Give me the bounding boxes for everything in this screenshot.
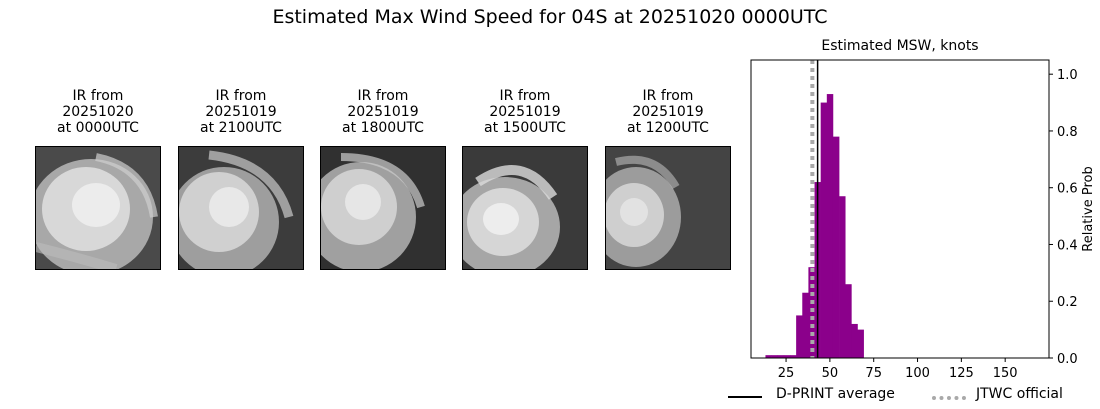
legend-dprint-label: D-PRINT average: [776, 386, 895, 402]
histogram-bar: [826, 94, 834, 359]
main-title: Estimated Max Wind Speed for 04S at 2025…: [272, 6, 828, 28]
msw-histogram-chart: Estimated MSW, knots 25 50 75 100 125 150 0.0…: [750, 38, 1096, 381]
ir-satellite-image: [605, 146, 731, 270]
histogram-bar: [802, 292, 809, 358]
plot-frame: [750, 59, 1050, 359]
x-tick-label: 25: [778, 366, 795, 381]
ir-panel-line1: IR from: [357, 88, 409, 104]
ir-panel-date: 20251019: [205, 104, 277, 120]
ir-panel-time: at 1800UTC: [342, 120, 424, 136]
ir-satellite-image: [320, 146, 446, 270]
histogram-bar: [796, 315, 803, 358]
ir-panel-date: 20251019: [632, 104, 704, 120]
y-tick-label: 1.0: [1057, 68, 1078, 83]
histogram-bar: [783, 355, 791, 358]
histogram-bar: [790, 355, 797, 358]
x-axis-ticks: 25 50 75 100 125 150: [778, 358, 1018, 381]
x-tick-label: 100: [905, 366, 930, 381]
ir-panel-label: IR from 20251019 at 1200UTC: [605, 88, 731, 142]
ir-satellite-image: [462, 146, 588, 270]
ir-panel-line1: IR from: [642, 88, 694, 104]
y-tick-label: 0.0: [1057, 352, 1078, 367]
ir-panel-label: IR from 20251019 at 2100UTC: [178, 88, 304, 142]
y-tick-label: 0.2: [1057, 295, 1078, 310]
histogram-bar: [832, 136, 840, 358]
histogram-bars: [765, 94, 864, 359]
y-tick-label: 0.6: [1057, 182, 1078, 197]
legend-jtwc-swatch: [932, 396, 966, 400]
histogram-bar: [771, 355, 779, 358]
reference-lines: [810, 60, 819, 358]
histogram-bar: [857, 329, 864, 358]
ir-panel-time: at 2100UTC: [200, 120, 282, 136]
y-tick-label: 0.8: [1057, 125, 1078, 140]
ir-panel-1: IR from 20251020 at 0000UTC: [35, 88, 161, 270]
histogram-bar: [845, 284, 852, 358]
ir-panel-time: at 1200UTC: [627, 120, 709, 136]
histogram-bar: [777, 355, 785, 358]
ir-panel-label: IR from 20251020 at 0000UTC: [35, 88, 161, 142]
legend-dprint-swatch: [728, 396, 762, 398]
x-tick-label: 75: [865, 366, 882, 381]
ir-panel-line1: IR from: [499, 88, 551, 104]
histogram-bar: [765, 355, 772, 358]
ir-panel-5: IR from 20251019 at 1200UTC: [605, 88, 731, 270]
histogram-bar: [808, 267, 815, 358]
ir-panel-date: 20251020: [62, 104, 134, 120]
y-axis-ticks: 0.0 0.2 0.4 0.6 0.8 1.0: [1049, 68, 1078, 367]
ir-panel-label: IR from 20251019 at 1800UTC: [320, 88, 446, 142]
histogram-bar: [851, 323, 858, 358]
ir-panel-time: at 0000UTC: [57, 120, 139, 136]
y-axis-label: Relative Prob: [1081, 166, 1096, 251]
ir-satellite-image: [35, 146, 161, 270]
y-tick-label: 0.4: [1057, 238, 1078, 253]
ir-panel-label: IR from 20251019 at 1500UTC: [462, 88, 588, 142]
ir-panel-4: IR from 20251019 at 1500UTC: [462, 88, 588, 270]
histogram-bar: [839, 196, 846, 358]
x-tick-label: 150: [993, 366, 1018, 381]
ir-panel-2: IR from 20251019 at 2100UTC: [178, 88, 304, 270]
histogram-bar: [820, 102, 828, 358]
ir-satellite-image: [178, 146, 304, 270]
x-tick-label: 50: [822, 366, 839, 381]
ir-panel-line1: IR from: [72, 88, 124, 104]
ir-panel-time: at 1500UTC: [484, 120, 566, 136]
chart-title: Estimated MSW, knots: [821, 38, 978, 54]
ir-panel-date: 20251019: [347, 104, 419, 120]
ir-panel-3: IR from 20251019 at 1800UTC: [320, 88, 446, 270]
legend-jtwc-label: JTWC official: [976, 386, 1063, 402]
x-tick-label: 125: [949, 366, 974, 381]
ir-panel-line1: IR from: [215, 88, 267, 104]
ir-panel-date: 20251019: [489, 104, 561, 120]
